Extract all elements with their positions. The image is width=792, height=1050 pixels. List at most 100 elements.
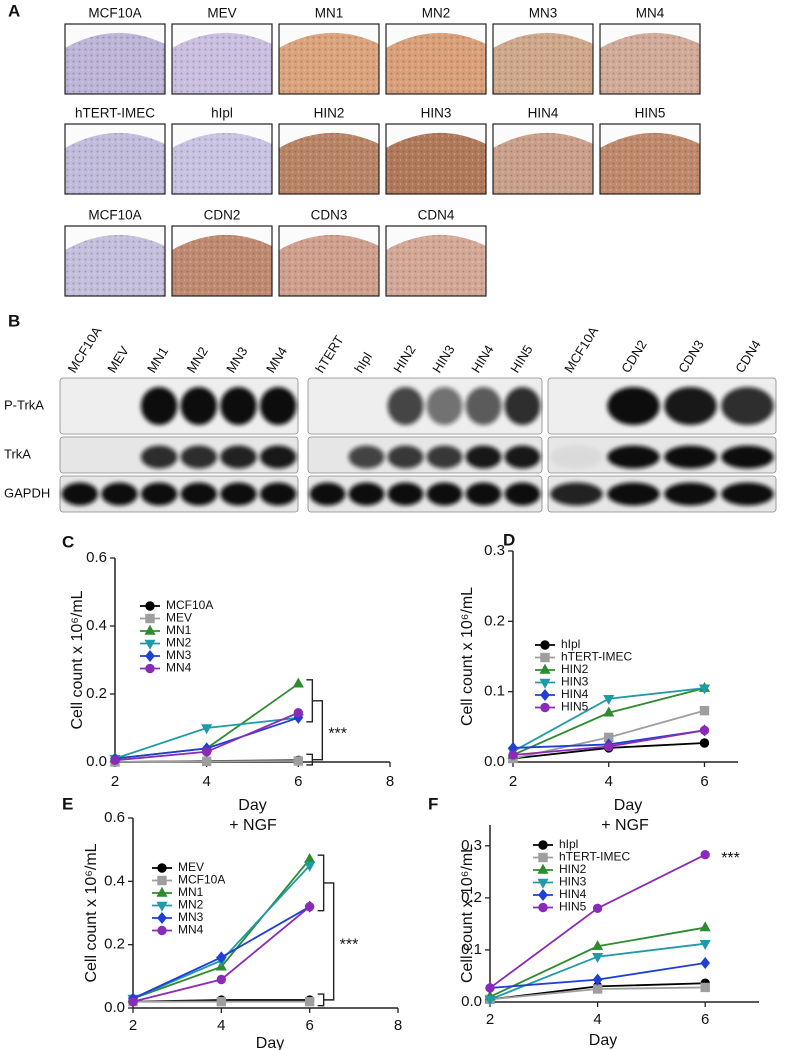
- blot-band: [140, 445, 178, 469]
- thumbnail-label: hTERT-IMEC: [75, 106, 155, 121]
- lane-label: HIN4: [468, 342, 496, 375]
- blot-band: [348, 482, 385, 506]
- y-tick-label: 0.3: [461, 837, 482, 854]
- legend-label: MN3: [178, 910, 204, 924]
- thumbnail-texture: [279, 132, 379, 194]
- legend-marker: [144, 624, 156, 635]
- blot-band: [259, 386, 297, 426]
- chart-subtitle: + NGF: [601, 817, 649, 834]
- blot-band: [140, 386, 178, 426]
- point: [216, 951, 227, 964]
- x-tick-label: 8: [394, 1017, 402, 1034]
- annotation: ***: [328, 725, 347, 742]
- annotation: ***: [340, 937, 359, 954]
- legend-marker: [538, 852, 548, 863]
- legend-marker: [539, 663, 551, 674]
- blot-band: [220, 482, 257, 506]
- point: [304, 901, 315, 912]
- blot-row-label: TrkA: [4, 446, 31, 461]
- blot-band: [504, 386, 541, 426]
- bracket: [317, 854, 335, 1007]
- thumbnail-label: MN1: [315, 6, 344, 21]
- thumbnail-frame: [599, 23, 701, 95]
- blot-band: [220, 386, 257, 426]
- thumbnail-label: CDN2: [204, 208, 241, 223]
- x-tick-label: 6: [700, 773, 708, 790]
- thumbnail-frame: [64, 23, 166, 95]
- y-axis-label: Cell count x 10⁶/mL: [83, 843, 100, 982]
- x-tick-label: 6: [294, 773, 302, 790]
- legend-label: HIN4: [559, 887, 587, 901]
- legend-label: MEV: [166, 611, 192, 625]
- lane-label: CDN4: [732, 337, 763, 375]
- lane-label: hIpl: [351, 350, 375, 376]
- legend-label: HIN2: [559, 862, 587, 876]
- legend-label: HIN5: [559, 900, 587, 914]
- thumbnail-frame: [385, 123, 487, 195]
- legend-label: MN3: [166, 648, 192, 662]
- legend-marker: [540, 689, 550, 701]
- blot-band: [180, 386, 218, 426]
- blot-band: [387, 445, 424, 469]
- thumbnail-frame: [171, 123, 273, 195]
- thumbnail-frame: [278, 23, 380, 95]
- x-tick-label: 2: [509, 773, 517, 790]
- lane-label: MCF10A: [65, 324, 105, 376]
- legend-label: hTERT-IMEC: [559, 850, 630, 864]
- lane-label: HIN5: [507, 342, 535, 375]
- thumbnail-label: MN3: [529, 6, 558, 21]
- thumbnail-label: CDN3: [311, 208, 348, 223]
- legend-label: MN1: [178, 885, 204, 899]
- thumbnail-label: HIN3: [421, 106, 452, 121]
- x-tick-label: 6: [701, 1011, 709, 1028]
- thumbnail-label: MN4: [636, 6, 665, 21]
- legend-label: MCF10A: [166, 598, 213, 612]
- thumbnail-label: hIpl: [211, 106, 233, 121]
- point: [201, 756, 212, 767]
- x-tick-label: 6: [305, 1017, 313, 1034]
- lane-label: MN2: [184, 344, 211, 375]
- point: [292, 677, 304, 688]
- legend-marker: [157, 875, 167, 886]
- thumbnail-label: MCF10A: [88, 6, 141, 21]
- thumbnail-texture: [386, 132, 486, 194]
- y-tick-label: 0.0: [104, 999, 125, 1016]
- x-tick-label: 8: [386, 773, 394, 790]
- point: [304, 861, 316, 872]
- legend-label: MN2: [178, 898, 204, 912]
- x-axis-label: Day: [256, 1035, 284, 1050]
- thumbnail-frame: [492, 123, 594, 195]
- x-axis-label: Day: [238, 797, 266, 814]
- point: [699, 705, 710, 716]
- legend-label: HIN5: [561, 700, 589, 714]
- lane-label: MN4: [263, 344, 290, 375]
- panel-label: D: [503, 530, 515, 549]
- thumbnail-frame: [492, 23, 594, 95]
- lane-label: CDN3: [675, 337, 706, 375]
- point: [700, 849, 710, 860]
- lane-label: MEV: [104, 343, 132, 375]
- panel-label: C: [62, 532, 74, 551]
- blot-band: [504, 445, 541, 469]
- blot-band: [426, 482, 463, 506]
- blot-strip: [547, 436, 777, 474]
- point: [201, 724, 213, 735]
- point: [699, 738, 710, 748]
- lane-label: MCF10A: [561, 324, 601, 376]
- legend-label: hIpl: [561, 637, 580, 651]
- point: [592, 984, 603, 994]
- legend-marker: [540, 702, 550, 713]
- thumbnail-texture: [172, 32, 272, 94]
- thumbnail-label: HIN2: [314, 106, 345, 121]
- legend-label: MN4: [166, 661, 192, 675]
- blot-band: [426, 445, 463, 469]
- legend-marker: [537, 878, 549, 889]
- blot-row-label: GAPDH: [4, 485, 50, 500]
- legend-marker: [145, 650, 155, 662]
- point: [216, 996, 227, 1007]
- blot-band: [664, 386, 717, 426]
- annotation: ***: [721, 850, 740, 867]
- legend-marker: [156, 886, 168, 897]
- x-tick-label: 4: [605, 773, 613, 790]
